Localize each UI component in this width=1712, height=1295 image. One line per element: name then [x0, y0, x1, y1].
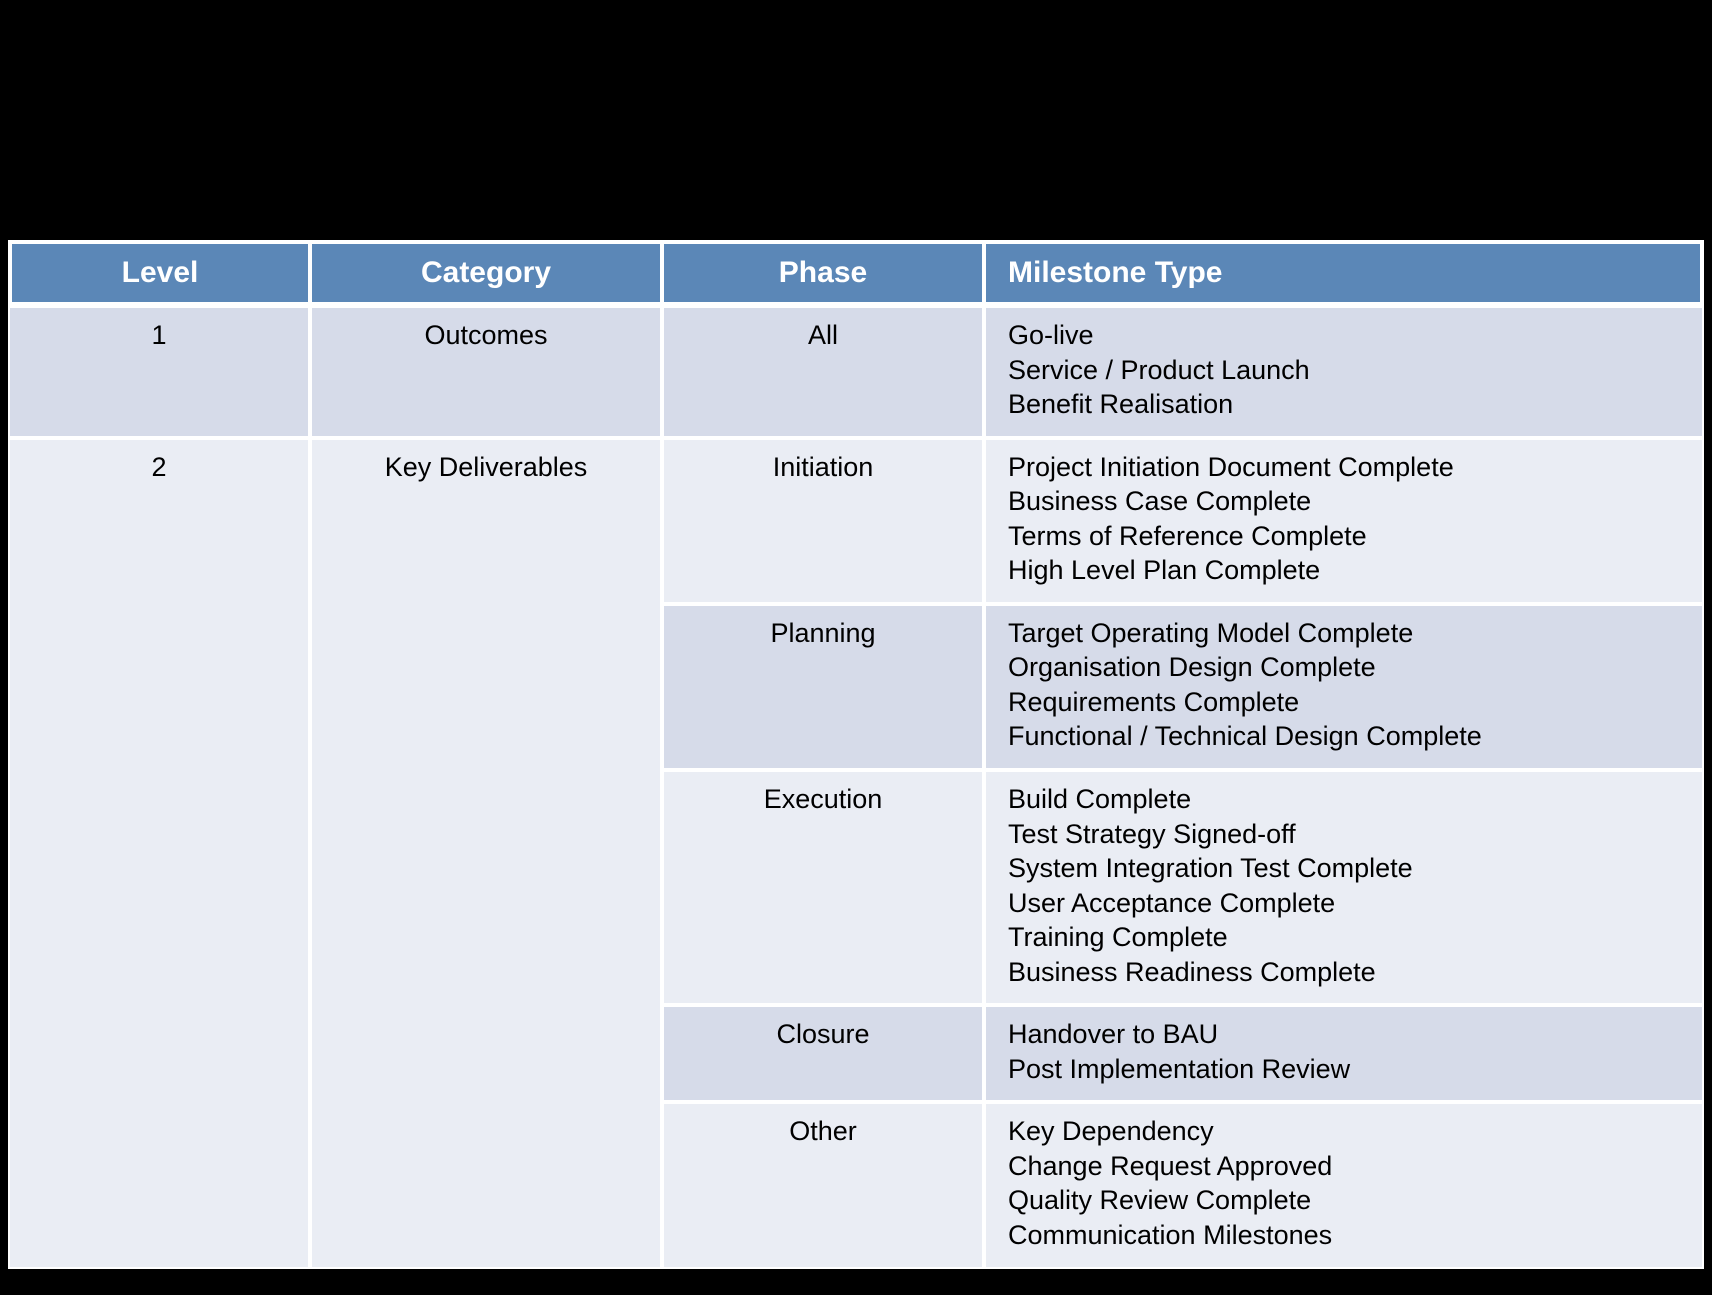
col-header-category: Category	[310, 240, 662, 306]
cell-phase: Closure	[662, 1005, 984, 1102]
cell-phase: Execution	[662, 770, 984, 1005]
milestone-table-container: Level Category Phase Milestone Type 1Out…	[8, 240, 1704, 1269]
table-row: 1OutcomesAllGo-liveService / Product Lau…	[8, 306, 1704, 438]
cell-phase: Planning	[662, 604, 984, 770]
table-row: 2Key DeliverablesInitiationProject Initi…	[8, 438, 1704, 604]
table-header-row: Level Category Phase Milestone Type	[8, 240, 1704, 306]
cell-phase: Initiation	[662, 438, 984, 604]
cell-milestone-type: Project Initiation Document CompleteBusi…	[984, 438, 1704, 604]
cell-milestone-type: Go-liveService / Product LaunchBenefit R…	[984, 306, 1704, 438]
cell-category: Key Deliverables	[310, 438, 662, 1269]
col-header-phase: Phase	[662, 240, 984, 306]
col-header-level: Level	[8, 240, 310, 306]
cell-level: 1	[8, 306, 310, 438]
cell-level: 2	[8, 438, 310, 1269]
cell-milestone-type: Build CompleteTest Strategy Signed-offSy…	[984, 770, 1704, 1005]
col-header-type: Milestone Type	[984, 240, 1704, 306]
cell-milestone-type: Handover to BAUPost Implementation Revie…	[984, 1005, 1704, 1102]
cell-milestone-type: Key DependencyChange Request ApprovedQua…	[984, 1102, 1704, 1268]
cell-phase: Other	[662, 1102, 984, 1268]
cell-category: Outcomes	[310, 306, 662, 438]
milestone-table: Level Category Phase Milestone Type 1Out…	[8, 240, 1704, 1269]
cell-milestone-type: Target Operating Model CompleteOrganisat…	[984, 604, 1704, 770]
table-body: 1OutcomesAllGo-liveService / Product Lau…	[8, 306, 1704, 1269]
cell-phase: All	[662, 306, 984, 438]
